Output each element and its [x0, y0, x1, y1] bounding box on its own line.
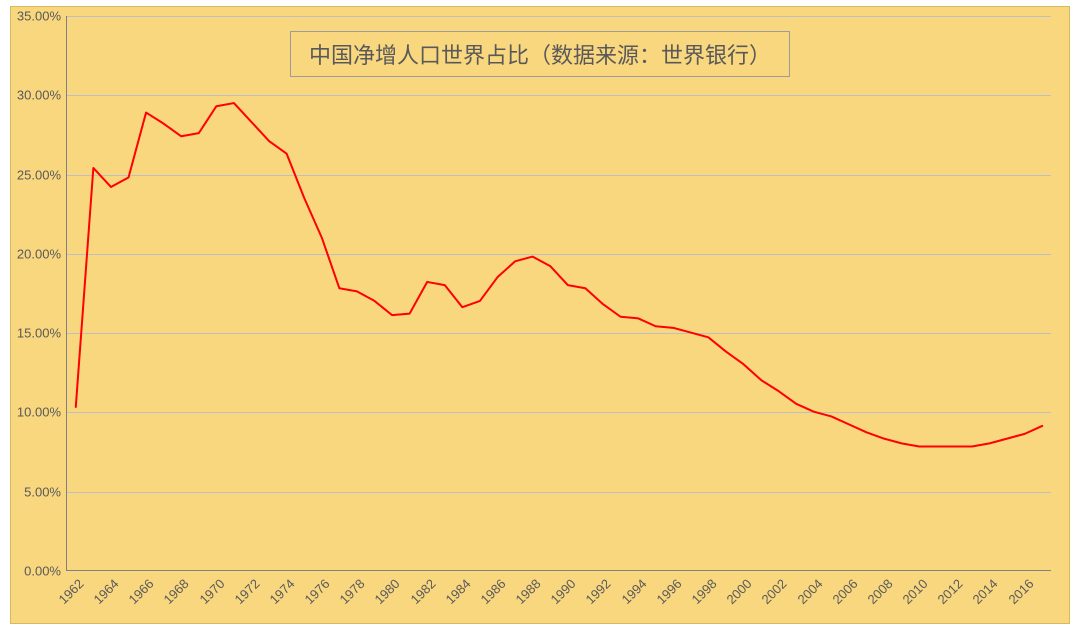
x-tick-label: 1992 — [583, 576, 614, 607]
x-tick-label: 1972 — [231, 576, 262, 607]
x-tick-label: 1978 — [337, 576, 368, 607]
x-tick-label: 2008 — [864, 576, 895, 607]
y-tick-label: 15.00% — [17, 326, 61, 341]
x-tick-label: 1964 — [91, 576, 122, 607]
x-tick-label: 2004 — [794, 576, 825, 607]
y-tick-label: 10.00% — [17, 405, 61, 420]
data-line — [76, 103, 1042, 446]
x-tick-label: 1988 — [513, 576, 544, 607]
x-tick-label: 1974 — [266, 576, 297, 607]
x-tick-label: 1990 — [548, 576, 579, 607]
x-tick-label: 1962 — [55, 576, 86, 607]
chart-title: 中国净增人口世界占比（数据来源：世界银行） — [290, 31, 790, 77]
x-tick-label: 1982 — [407, 576, 438, 607]
x-tick-label: 1970 — [196, 576, 227, 607]
x-tick-label: 2006 — [829, 576, 860, 607]
x-tick-label: 1996 — [653, 576, 684, 607]
plot-area: 0.00%5.00%10.00%15.00%20.00%25.00%30.00%… — [66, 16, 1051, 571]
y-tick-label: 0.00% — [24, 564, 61, 579]
x-tick-label: 1994 — [618, 576, 649, 607]
x-tick-label: 1998 — [689, 576, 720, 607]
x-tick-label: 2016 — [1005, 576, 1036, 607]
x-tick-label: 2010 — [900, 576, 931, 607]
chart-container: 0.00% 5.00% 10.00% 15.00% 20.00% 25.00% 30.00%… — [0, 0, 1080, 630]
x-tick-label: 2014 — [970, 576, 1001, 607]
x-tick-label: 1984 — [442, 576, 473, 607]
y-tick-label: 20.00% — [17, 246, 61, 261]
x-tick-label: 1968 — [161, 576, 192, 607]
line-series — [67, 16, 1051, 570]
x-tick-label: 1986 — [477, 576, 508, 607]
y-tick-label: 5.00% — [24, 484, 61, 499]
chart-title-text: 中国净增人口世界占比（数据来源：世界银行） — [309, 43, 771, 68]
x-tick-label: 1966 — [126, 576, 157, 607]
x-tick-label: 1980 — [372, 576, 403, 607]
x-tick-label: 2000 — [724, 576, 755, 607]
y-tick-label: 35.00% — [17, 9, 61, 24]
x-tick-label: 1976 — [302, 576, 333, 607]
x-tick-label: 2012 — [935, 576, 966, 607]
y-tick-label: 25.00% — [17, 167, 61, 182]
y-tick-label: 30.00% — [17, 88, 61, 103]
chart-background: 0.00% 5.00% 10.00% 15.00% 20.00% 25.00% 30.00%… — [10, 6, 1070, 624]
x-tick-label: 2002 — [759, 576, 790, 607]
